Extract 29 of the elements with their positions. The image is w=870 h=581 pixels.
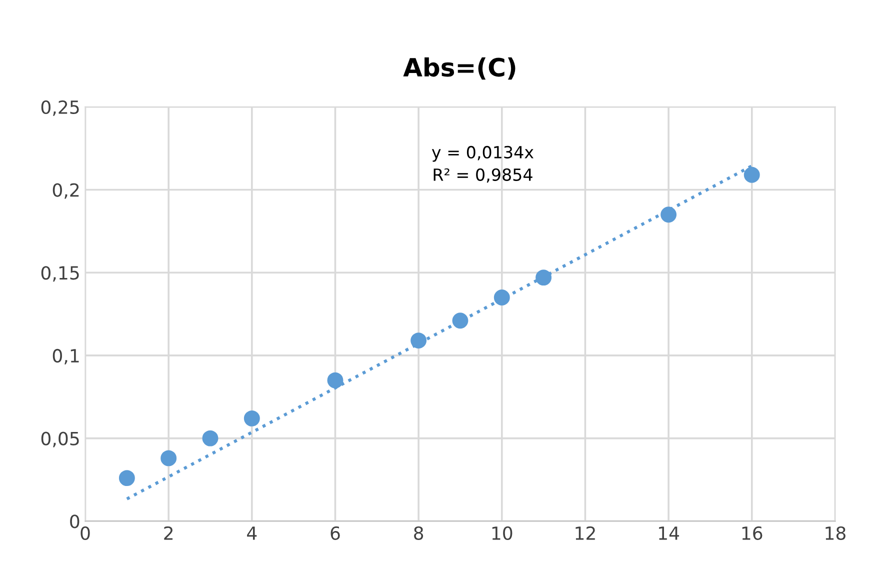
x-tick-label: 6	[330, 526, 340, 540]
point	[744, 166, 760, 183]
x-tick-label: 16	[742, 526, 762, 540]
y-tick-label: 0,05	[41, 432, 79, 448]
point	[244, 410, 260, 426]
x-tick-label: 14	[659, 526, 680, 540]
x-tick-label: 4	[247, 526, 257, 540]
point	[660, 206, 677, 223]
point	[494, 289, 510, 306]
point	[118, 470, 135, 486]
y-tick-label: 0,15	[41, 266, 79, 282]
y-tick-label: 0	[70, 514, 80, 528]
point	[327, 372, 344, 388]
annotation: y = 0,0134x R² = 0,9854	[432, 146, 534, 183]
x-tick-label: 18	[826, 526, 846, 540]
y-tick-label: 0,2	[52, 183, 79, 199]
x-tick-label: 0	[80, 526, 90, 540]
x-tick-label: 8	[414, 526, 424, 540]
y-tick-label: 0,1	[52, 348, 79, 364]
point	[452, 312, 468, 329]
x-tick-label: 10	[492, 526, 512, 540]
chart-title: Abs=(C)	[403, 57, 516, 80]
point	[536, 270, 552, 286]
y-tick-label: 0,25	[41, 100, 79, 116]
point	[410, 332, 427, 349]
x-tick-label: 12	[576, 526, 595, 540]
x-tick-label: 2	[164, 526, 173, 540]
point	[202, 430, 218, 446]
point	[160, 450, 177, 466]
